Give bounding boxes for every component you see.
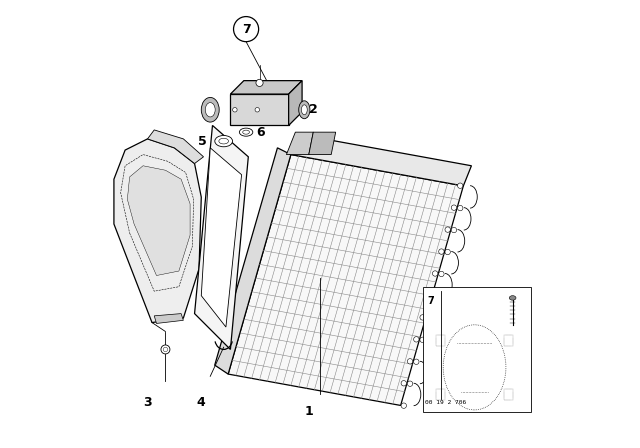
- Text: 5: 5: [198, 134, 207, 148]
- Ellipse shape: [201, 98, 219, 122]
- Text: 4: 4: [197, 396, 205, 409]
- Text: 7: 7: [242, 22, 250, 36]
- Circle shape: [433, 271, 438, 276]
- Circle shape: [420, 337, 425, 343]
- Polygon shape: [127, 166, 190, 276]
- Circle shape: [445, 227, 451, 232]
- Text: 6: 6: [257, 125, 265, 139]
- Ellipse shape: [215, 135, 232, 147]
- Circle shape: [234, 17, 259, 42]
- Ellipse shape: [219, 138, 228, 144]
- Ellipse shape: [243, 130, 250, 134]
- Circle shape: [161, 345, 170, 354]
- Polygon shape: [215, 148, 291, 374]
- Text: 00 19 2 706: 00 19 2 706: [425, 401, 467, 405]
- Polygon shape: [228, 155, 463, 405]
- Polygon shape: [291, 134, 472, 186]
- Text: 1: 1: [305, 405, 313, 418]
- Text: 2: 2: [309, 103, 317, 116]
- Polygon shape: [154, 314, 184, 323]
- Text: 7: 7: [428, 296, 435, 306]
- Polygon shape: [202, 148, 242, 327]
- Ellipse shape: [205, 103, 215, 117]
- Circle shape: [401, 381, 406, 386]
- Polygon shape: [148, 130, 204, 164]
- Circle shape: [426, 315, 431, 321]
- Circle shape: [255, 108, 260, 112]
- Circle shape: [458, 205, 463, 211]
- Circle shape: [445, 249, 451, 254]
- Ellipse shape: [239, 128, 253, 136]
- Circle shape: [413, 359, 419, 365]
- Circle shape: [426, 293, 431, 298]
- Polygon shape: [309, 132, 336, 155]
- Ellipse shape: [299, 101, 310, 119]
- Polygon shape: [230, 94, 289, 125]
- Circle shape: [401, 403, 406, 409]
- Circle shape: [233, 108, 237, 112]
- Circle shape: [451, 228, 457, 233]
- Bar: [504, 335, 513, 346]
- Bar: [436, 335, 445, 346]
- Bar: [423, 287, 531, 412]
- Circle shape: [420, 315, 425, 320]
- Ellipse shape: [301, 105, 307, 115]
- Polygon shape: [195, 125, 248, 349]
- Bar: [436, 389, 445, 400]
- Circle shape: [433, 293, 438, 298]
- Circle shape: [408, 381, 413, 386]
- Circle shape: [458, 183, 463, 188]
- Polygon shape: [114, 139, 202, 323]
- Bar: [504, 389, 513, 400]
- Polygon shape: [230, 81, 302, 94]
- Polygon shape: [289, 81, 302, 125]
- Circle shape: [256, 79, 263, 86]
- Circle shape: [439, 249, 444, 254]
- Ellipse shape: [509, 296, 516, 300]
- Ellipse shape: [443, 325, 506, 410]
- Text: 3: 3: [143, 396, 152, 409]
- Circle shape: [413, 337, 419, 342]
- Circle shape: [451, 205, 457, 211]
- Circle shape: [163, 347, 168, 352]
- Circle shape: [408, 358, 413, 364]
- Circle shape: [439, 271, 444, 277]
- Polygon shape: [287, 132, 314, 155]
